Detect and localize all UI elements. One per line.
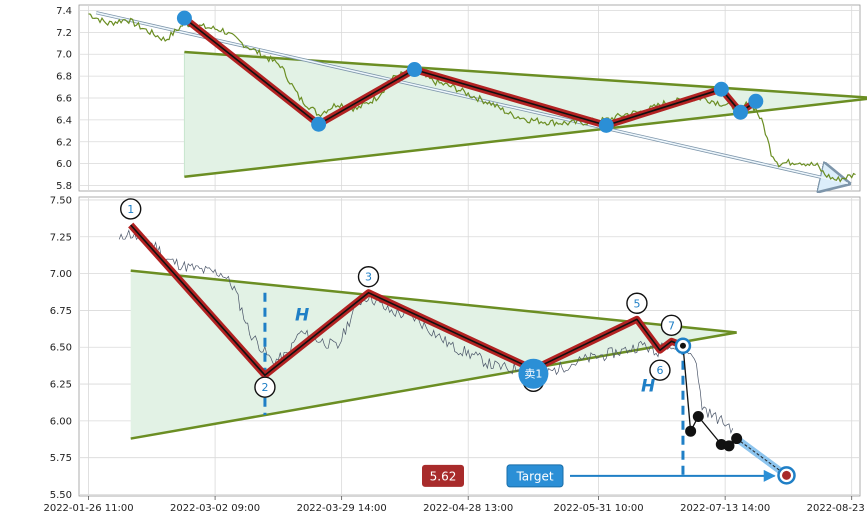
y-tick-label: 7.25 [50,232,72,243]
height-label: H [295,306,309,326]
target-badges: 5.62 Target [422,464,776,488]
x-tick-label: 2022-01-26 11:00 [43,503,133,514]
bottom-panel: 7.50 7.25 7.00 6.75 6.50 6.25 6.00 5.75 5.50 202… [43,195,867,514]
y-tick-label: 6.75 [50,306,72,317]
top-triangle-pattern [183,50,867,179]
pivot-marker [407,62,423,78]
price-badge [422,464,464,487]
bottom-y-axis: 7.50 7.25 7.00 6.75 6.50 6.25 6.00 5.75 5.50 [50,195,72,501]
pivot-marker [748,93,764,109]
pivot-label-circle [120,198,142,220]
pivot-marker [176,10,192,26]
top-zigzag [176,10,764,133]
y-tick-label: 6.8 [56,72,72,83]
y-tick-label: 6.00 [50,416,72,427]
x-tick-label: 2022-04-28 13:00 [423,503,513,514]
triangle-lower-line [184,97,867,179]
pivot-label: 2 [261,381,268,394]
pivot-label-circle [649,359,671,381]
x-axis: 2022-01-26 11:00 2022-03-02 09:00 2022-03-… [43,496,867,514]
y-tick-label: 6.0 [56,159,72,170]
y-tick-label: 7.00 [50,269,72,280]
price-series [118,229,734,434]
pivot-marker [311,116,327,132]
x-tick-label: 2022-03-02 09:00 [170,503,260,514]
projection-dashed [736,438,787,476]
price-badge-text: 5.62 [430,469,457,483]
y-tick-label: 6.4 [56,115,72,126]
height-marker: HH [263,292,685,476]
pivot-marker [598,117,614,133]
projection-point [685,425,697,437]
y-tick-label: 6.25 [50,380,72,391]
sell-label: 卖1 [524,368,542,381]
target-center [782,470,792,480]
pivot-label-circle [660,314,683,337]
top-price-line [88,13,856,183]
y-tick-label: 5.75 [50,453,72,464]
x-tick-label: 2022-08-23 09:00 [807,503,867,514]
sell-marker [518,358,549,389]
target-badge-text: Target [515,469,553,483]
target-badge [506,464,564,488]
x-tick-label: 2022-03-29 14:00 [297,503,387,514]
pivot-label: 5 [633,297,640,310]
y-tick-label: 5.50 [50,490,72,501]
y-tick-label: 7.0 [56,50,72,61]
y-tick-label: 6.2 [56,137,72,148]
projection-path [674,337,796,485]
pivot-marker [713,81,729,97]
pivot-label: 6 [656,364,663,377]
triangle-fill [184,52,867,177]
top-y-axis: 7.4 7.2 7.0 6.8 6.6 6.4 6.2 6.0 5.8 [56,6,72,192]
point-labels: 1234567卖1 [120,198,683,398]
pivot-marker [732,104,748,120]
bottom-price-line [118,229,734,434]
pivot-label-circle [254,376,276,398]
projection-point [723,440,735,452]
pivot-label: 7 [668,319,675,332]
pivot-label-circle [357,266,380,288]
projection-point [692,410,704,422]
pivot-label: 3 [365,271,372,284]
projection-point [731,433,743,445]
top-grid [79,5,860,191]
y-tick-label: 6.50 [50,343,72,354]
y-tick-label: 7.4 [56,6,72,17]
y-tick-label: 7.50 [50,195,72,206]
price-series [88,13,856,183]
triangle-lower-line [130,331,737,440]
top-panel: 7.4 7.2 7.0 6.8 6.6 6.4 6.2 6.0 5.8 [56,4,867,192]
pivot-label: 1 [127,203,134,216]
y-tick-label: 6.6 [56,94,72,105]
y-tick-label: 7.2 [56,28,72,39]
height-label: H [641,376,655,396]
triangle-fill [130,270,737,439]
zigzag-line [130,224,684,377]
x-tick-label: 2022-05-31 10:00 [554,503,644,514]
bottom-zigzag [128,222,685,379]
pivot-label-circle [626,292,648,314]
x-tick-label: 2022-07-13 14:00 [680,503,770,514]
y-tick-label: 5.8 [56,181,72,192]
breakout-center [679,342,686,349]
